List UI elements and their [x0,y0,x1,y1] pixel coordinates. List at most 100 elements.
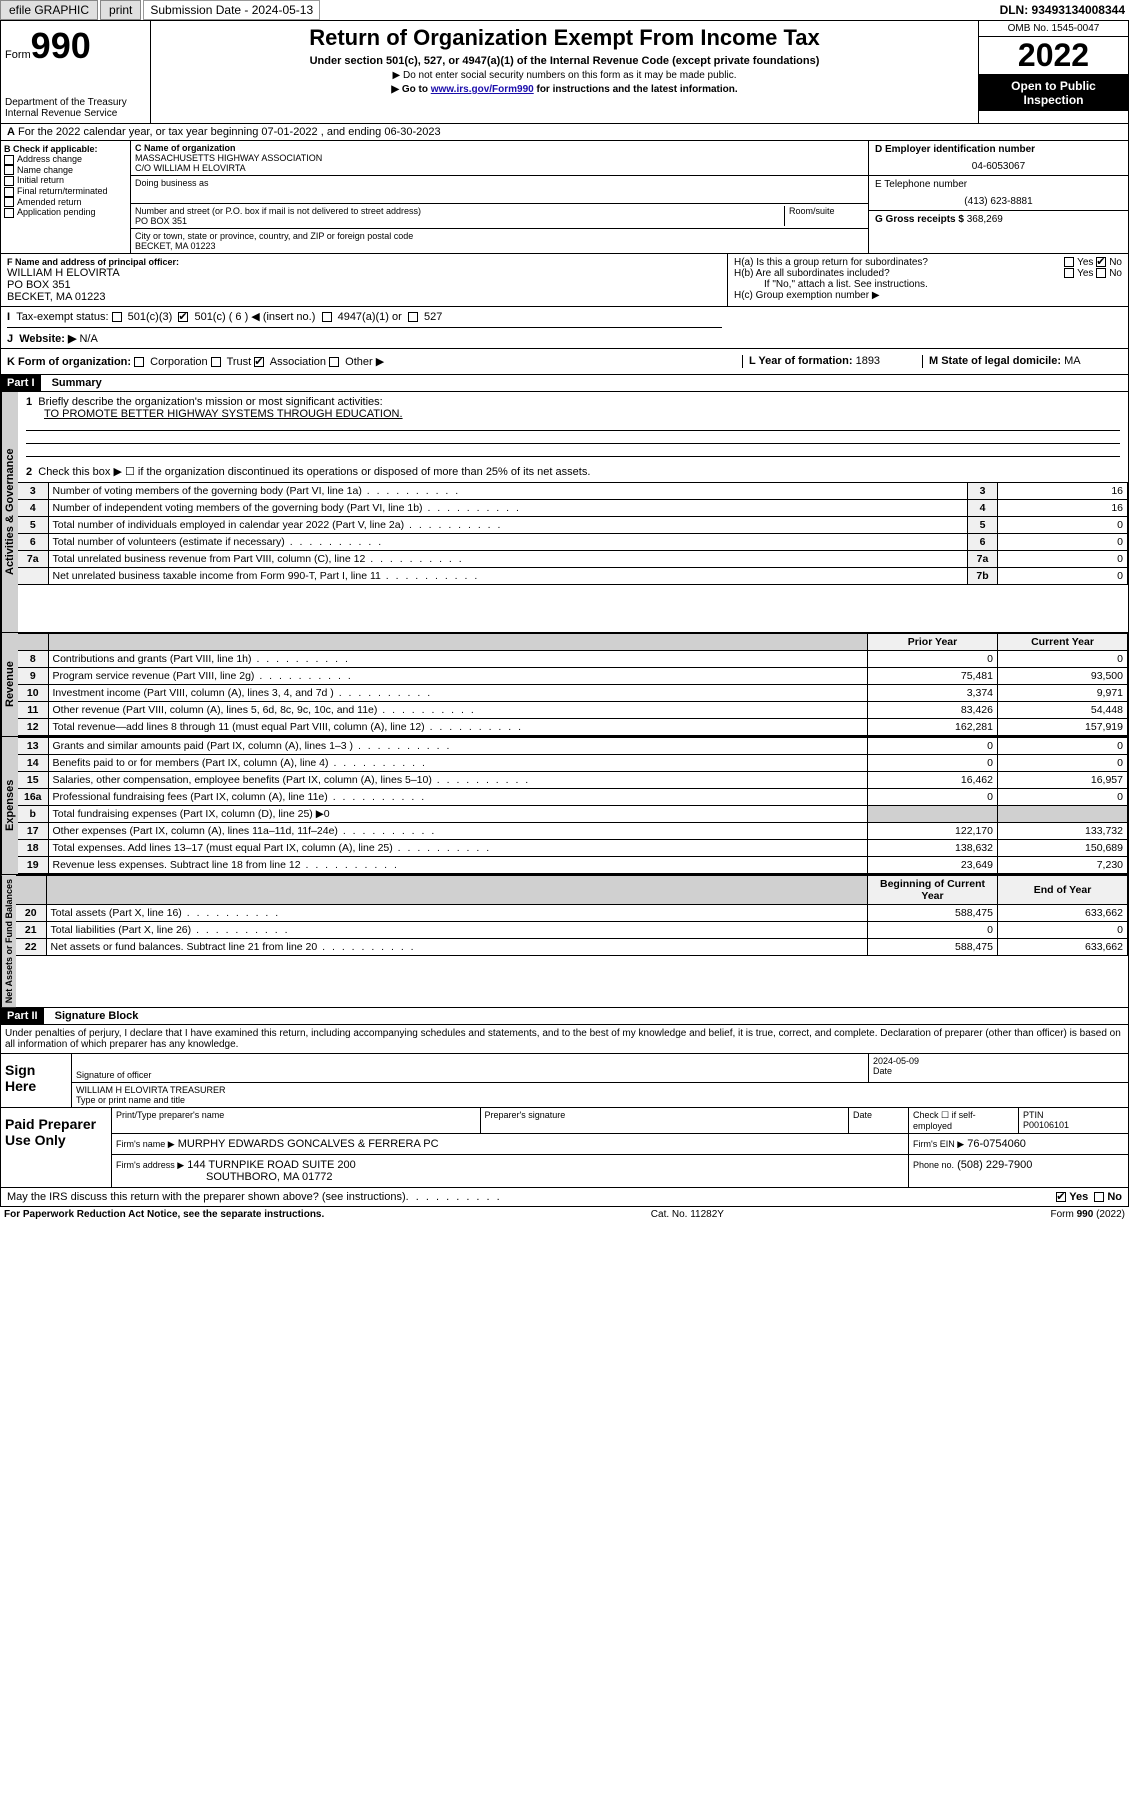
ptin: P00106101 [1023,1120,1124,1130]
table-row: 21 Total liabilities (Part X, line 26) 0… [16,922,1128,939]
i-527[interactable] [408,312,418,322]
hdr-curr: Current Year [998,634,1128,651]
rev-h-blank2 [48,634,868,651]
i-4947[interactable] [322,312,332,322]
table-row: 17 Other expenses (Part IX, column (A), … [18,823,1128,840]
chk-amended[interactable] [4,197,14,207]
table-row: 14 Benefits paid to or for members (Part… [18,755,1128,772]
col-deg: D Employer identification number 04-6053… [868,141,1128,253]
vtab-expenses: Expenses [1,737,18,874]
form-word: Form [5,49,31,61]
firm-addr-label: Firm's address ▶ [116,1160,184,1170]
paid-preparer-label: Paid Preparer Use Only [1,1108,111,1187]
may-irs-row: May the IRS discuss this return with the… [0,1188,1129,1207]
hb-yes[interactable] [1064,268,1074,278]
expenses-section: Expenses 13 Grants and similar amounts p… [0,737,1129,875]
print-button[interactable]: print [100,0,141,20]
p-name-label: Print/Type preparer's name [112,1108,480,1133]
chk-app-pending[interactable] [4,208,14,218]
exp-table: 13 Grants and similar amounts paid (Part… [18,737,1128,874]
footer-right: Form 990 (2022) [1051,1209,1125,1220]
officer-addr2: BECKET, MA 01223 [7,291,721,303]
table-row: 13 Grants and similar amounts paid (Part… [18,738,1128,755]
telephone: (413) 623-8881 [875,196,1122,207]
i-501c[interactable] [178,312,188,322]
submission-date: Submission Date - 2024-05-13 [143,0,320,20]
rev-table: Prior Year Current Year 8 Contributions … [18,633,1128,736]
i-label: Tax-exempt status: [16,311,108,323]
col-c: C Name of organization MASSACHUSETTS HIG… [131,141,868,253]
section-fh: F Name and address of principal officer:… [0,254,1129,307]
sign-here-label: Sign Here [1,1054,71,1107]
governance-section: Activities & Governance 1 Briefly descri… [0,392,1129,633]
firm-name: MURPHY EDWARDS GONCALVES & FERRERA PC [178,1138,439,1150]
table-row: 8 Contributions and grants (Part VIII, l… [18,651,1128,668]
section-bcdeg: B Check if applicable: Address change Na… [0,141,1129,254]
date-label: Date [873,1066,892,1076]
may-irs-no[interactable] [1094,1192,1104,1202]
room-label: Room/suite [789,206,864,216]
top-bar: efile GRAPHIC print Submission Date - 20… [0,0,1129,21]
chk-final-return[interactable] [4,187,14,197]
table-row: 9 Program service revenue (Part VIII, li… [18,668,1128,685]
irs-label: Internal Revenue Service [5,108,146,119]
d-label: D Employer identification number [875,144,1122,155]
officer-typed-name: WILLIAM H ELOVIRTA TREASURER [76,1085,1124,1095]
col-b: B Check if applicable: Address change Na… [1,141,131,253]
may-irs-yes[interactable] [1056,1192,1066,1202]
k-corp[interactable] [134,357,144,367]
perjury-disclaimer: Under penalties of perjury, I declare th… [0,1025,1129,1054]
q1-label: Briefly describe the organization's miss… [38,396,382,408]
hb-no[interactable] [1096,268,1106,278]
table-row: 20 Total assets (Part X, line 16) 588,47… [16,905,1128,922]
hdr-prior: Prior Year [868,634,998,651]
hdr-end: End of Year [998,876,1128,905]
state-domicile: MA [1064,355,1081,367]
goto-note: ▶ Go to www.irs.gov/Form990 for instruct… [155,84,974,95]
phone: (508) 229-7900 [957,1159,1032,1171]
form-header: Form 990 Department of the Treasury Inte… [0,21,1129,124]
netassets-section: Net Assets or Fund Balances Beginning of… [0,875,1129,1008]
ha-label: H(a) Is this a group return for subordin… [734,257,1064,268]
may-irs-label: May the IRS discuss this return with the… [7,1191,406,1203]
net-table: Beginning of Current Year End of Year 20… [16,875,1128,956]
website: N/A [79,333,97,345]
form-number: 990 [31,25,91,67]
line-a: A For the 2022 calendar year, or tax yea… [0,124,1129,141]
ha-yes[interactable] [1064,257,1074,267]
part2-title: Signature Block [47,1008,147,1024]
city-label: City or town, state or province, country… [135,231,864,241]
officer-addr1: PO BOX 351 [7,279,721,291]
k-trust[interactable] [211,357,221,367]
org-co: C/O WILLIAM H ELOVIRTA [135,163,864,173]
firm-ein: 76-0754060 [967,1138,1026,1150]
i-501c3[interactable] [112,312,122,322]
ha-no[interactable] [1096,257,1106,267]
table-row: 6 Total number of volunteers (estimate i… [18,534,1128,551]
street-label: Number and street (or P.O. box if mail i… [135,206,784,216]
city: BECKET, MA 01223 [135,241,864,251]
form-title: Return of Organization Exempt From Incom… [155,25,974,51]
sig-officer-label: Signature of officer [76,1070,151,1080]
part1-title: Summary [44,375,110,391]
j-label: Website: ▶ [19,333,76,345]
table-row: 22 Net assets or fund balances. Subtract… [16,939,1128,956]
table-row: 12 Total revenue—add lines 8 through 11 … [18,719,1128,736]
firm-addr2: SOUTHBORO, MA 01772 [206,1171,333,1183]
chk-name-change[interactable] [4,165,14,175]
k-assoc[interactable] [254,357,264,367]
street: PO BOX 351 [135,216,784,226]
footer-left: For Paperwork Reduction Act Notice, see … [4,1209,324,1220]
hb-label: H(b) Are all subordinates included? [734,268,1064,279]
efile-button[interactable]: efile GRAPHIC [0,0,98,20]
paid-preparer-block: Paid Preparer Use Only Print/Type prepar… [0,1108,1129,1188]
chk-initial-return[interactable] [4,176,14,186]
org-name: MASSACHUSETTS HIGHWAY ASSOCIATION [135,153,864,163]
k-other[interactable] [329,357,339,367]
ptin-label: PTIN [1023,1110,1124,1120]
irs-link[interactable]: www.irs.gov/Form990 [431,84,534,95]
chk-address-change[interactable] [4,155,14,165]
gross-receipts: 368,269 [967,214,1003,225]
f-label: F Name and address of principal officer: [7,257,721,267]
sig-date: 2024-05-09 [873,1056,1124,1066]
